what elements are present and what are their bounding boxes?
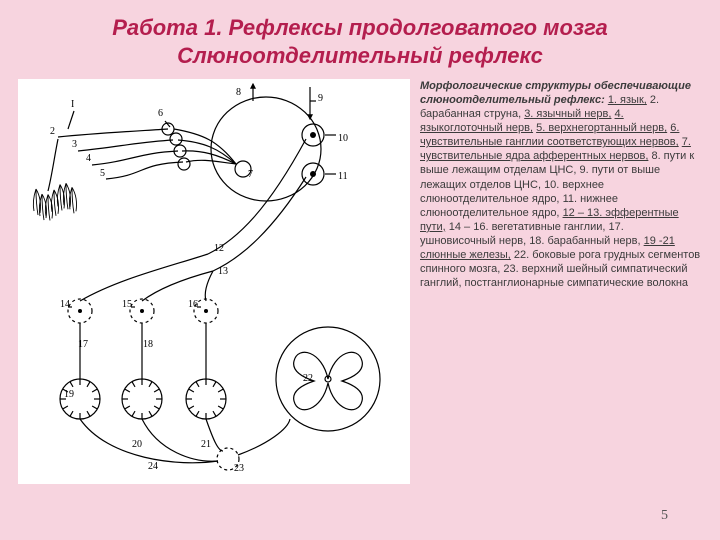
diagram-label: 5: [100, 168, 105, 179]
diagram-label: 16: [188, 299, 198, 310]
diagram-label: I: [71, 99, 74, 110]
diagram-label: 12: [214, 243, 224, 254]
legend-item: 14 – 16. вегетативные ганглии,: [449, 221, 609, 233]
page-number: 5: [661, 508, 668, 524]
diagram-label: 11: [338, 171, 348, 182]
diagram-label: 24: [148, 461, 158, 472]
diagram-label: 15: [122, 299, 132, 310]
legend-item: 18. барабанный нерв,: [529, 235, 643, 247]
legend-text: Морфологические структуры обеспечивающие…: [420, 79, 702, 484]
anatomy-diagram: I89234567101112131415161718192021222324: [18, 79, 410, 484]
content-row: I89234567101112131415161718192021222324 …: [18, 79, 702, 484]
diagram-label: 10: [338, 133, 348, 144]
diagram-label: 17: [78, 339, 88, 350]
title-line-1: Работа 1. Рефлексы продолговатого мозга: [18, 14, 702, 42]
diagram-label: 8: [236, 87, 241, 98]
legend-item: 5. верхнегортанный нерв,: [536, 122, 670, 134]
diagram-label: 21: [201, 439, 211, 450]
diagram-label: 14: [60, 299, 70, 310]
diagram-label: 20: [132, 439, 142, 450]
diagram-label: 22: [303, 373, 313, 384]
title-line-2: Слюноотделительный рефлекс: [18, 42, 702, 70]
diagram-label: 7: [248, 169, 253, 180]
slide-title: Работа 1. Рефлексы продолговатого мозга …: [18, 14, 702, 69]
diagram-label: 6: [158, 108, 163, 119]
diagram-label: 23: [234, 463, 244, 474]
diagram-label: 18: [143, 339, 153, 350]
diagram-label: 9: [318, 93, 323, 104]
slide: Работа 1. Рефлексы продолговатого мозга …: [0, 0, 720, 540]
diagram-label: 4: [86, 153, 91, 164]
legend-item: 1. язык,: [608, 94, 650, 106]
diagram-label: 13: [218, 266, 228, 277]
diagram-label: 2: [50, 126, 55, 137]
legend-item: 3. язычный нерв,: [524, 108, 614, 120]
diagram-label: 19: [64, 389, 74, 400]
diagram-label: 3: [72, 139, 77, 150]
